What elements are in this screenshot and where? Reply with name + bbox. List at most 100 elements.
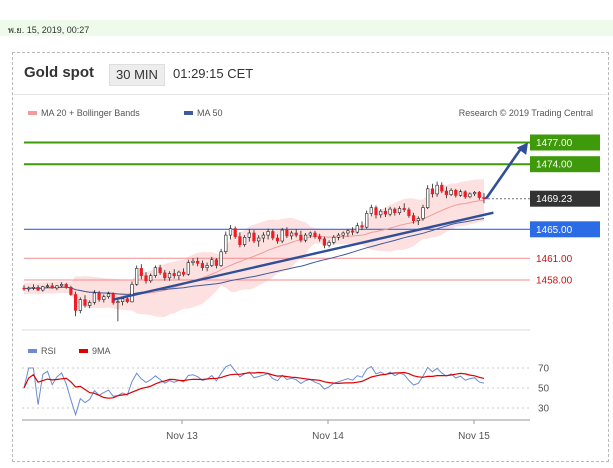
candle-body-down	[158, 267, 162, 274]
candle-95	[468, 192, 472, 199]
candle-45	[233, 226, 237, 239]
candles	[22, 181, 486, 322]
candle-61	[308, 231, 312, 238]
ma20-legend-label: MA 20 + Bollinger Bands	[41, 108, 140, 118]
candle-body-up	[341, 232, 345, 236]
candle-body-down	[144, 275, 148, 282]
candle-body-down	[477, 192, 481, 198]
candle-5	[45, 283, 50, 288]
candle-body-down	[318, 236, 322, 240]
projection-arrow-head	[516, 142, 528, 155]
candle-body-up	[308, 232, 312, 236]
candle-88	[435, 181, 439, 197]
candle-body-up	[303, 234, 308, 241]
candle-28	[153, 265, 158, 278]
candle-body-up	[130, 284, 134, 303]
candle-body-down	[275, 237, 280, 242]
candle-12	[78, 297, 82, 314]
candle-60	[303, 233, 308, 243]
candle-55	[280, 227, 284, 244]
candle-body-up	[332, 237, 336, 243]
candle-body-up	[78, 299, 82, 311]
candle-96	[472, 191, 477, 196]
candle-body-up	[45, 285, 50, 288]
candle-body-up	[472, 192, 477, 195]
timeframe-badge[interactable]: 30 MIN	[109, 64, 165, 86]
level-label-1474.00: 1474.00	[536, 160, 573, 171]
candle-body-down	[454, 190, 458, 196]
candle-39	[205, 262, 209, 272]
candle-body-up	[388, 208, 392, 215]
candle-body-up	[205, 265, 209, 269]
candle-body-down	[374, 207, 378, 216]
level-badge-1477.00	[530, 134, 600, 151]
candle-body-up	[167, 273, 172, 279]
candle-63	[318, 233, 322, 242]
candle-62	[313, 230, 317, 239]
ma20-legend-swatch	[28, 111, 37, 115]
candle-body-up	[210, 259, 214, 266]
candle-72	[360, 221, 364, 231]
candle-body-up	[31, 286, 35, 289]
candle-40	[210, 256, 214, 267]
candle-75	[374, 205, 378, 219]
candle-34	[182, 268, 186, 277]
candle-26	[144, 272, 148, 284]
candle-body-up	[266, 231, 270, 236]
candle-82	[407, 207, 411, 218]
candle-body-down	[214, 259, 219, 266]
candle-13	[83, 295, 87, 308]
candle-body-down	[252, 232, 256, 242]
chart-time: 01:29:15 CET	[173, 66, 254, 81]
date-label: พ.ย. 15, 2019, 00:27	[8, 25, 90, 35]
candle-23	[130, 281, 134, 303]
candle-body-up	[243, 237, 247, 245]
candle-30	[163, 269, 167, 281]
candle-body-up	[106, 293, 111, 297]
candle-43	[224, 231, 228, 254]
candle-body-up	[280, 229, 284, 242]
candle-65	[327, 240, 331, 248]
candle-42	[219, 248, 223, 267]
candle-body-down	[172, 273, 176, 277]
candle-6	[50, 282, 54, 289]
candle-66	[332, 235, 336, 245]
candle-body-up	[257, 237, 261, 242]
candle-76	[379, 209, 383, 218]
candle-body-up	[149, 275, 153, 282]
candle-71	[355, 222, 359, 234]
level-lines	[24, 141, 530, 281]
candle-69	[346, 229, 350, 237]
candle-body-up	[449, 190, 453, 195]
candle-1	[27, 286, 31, 292]
candle-body-down	[139, 268, 143, 276]
date-bar: พ.ย. 15, 2019, 00:27	[0, 20, 613, 36]
rsi-ma-line	[23, 371, 485, 399]
candle-64	[322, 236, 327, 249]
candle-body-up	[102, 296, 106, 300]
candle-body-up	[426, 188, 430, 208]
candle-9	[64, 282, 68, 289]
candle-body-down	[74, 294, 78, 311]
candle-31	[167, 271, 172, 281]
x-tick-label: Nov 14	[312, 431, 344, 442]
candle-73	[365, 210, 369, 229]
candle-body-up	[458, 191, 463, 196]
candle-body-up	[336, 234, 341, 238]
candle-3	[36, 285, 40, 291]
candle-body-down	[482, 197, 486, 200]
header-divider	[14, 94, 607, 95]
rsi-lines	[23, 364, 485, 417]
support-trendline	[112, 211, 494, 301]
candle-56	[285, 227, 289, 238]
candle-58	[294, 229, 298, 238]
candle-body-up	[224, 234, 228, 253]
candle-body-up	[191, 260, 195, 263]
rsi-tick-labels: 70 50 30	[538, 364, 550, 415]
candle-body-down	[407, 209, 411, 216]
candle-body-down	[125, 298, 129, 302]
candle-body-down	[285, 229, 289, 237]
candle-85	[421, 204, 425, 221]
candle-body-down	[50, 285, 54, 289]
top-bar	[0, 0, 613, 9]
